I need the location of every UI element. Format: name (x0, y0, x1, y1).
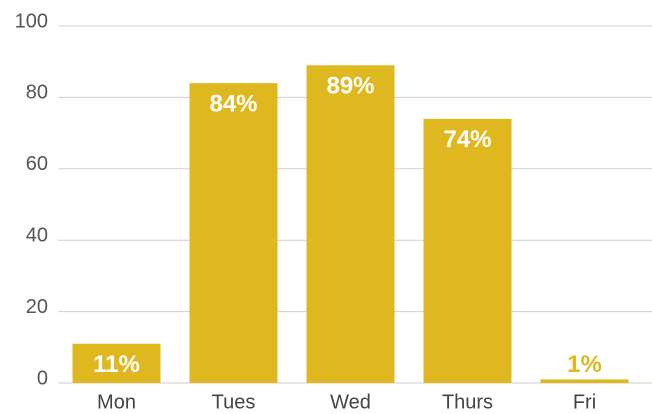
data-label: 74% (443, 126, 491, 153)
bar (306, 65, 395, 384)
y-tick-label: 20 (26, 296, 48, 318)
y-tick-label: 100 (15, 10, 48, 32)
data-label: 84% (209, 90, 257, 117)
bar (72, 343, 161, 383)
bar (189, 83, 278, 384)
x-tick-label: Mon (97, 391, 136, 413)
y-tick-label: 40 (26, 224, 48, 246)
bar (540, 379, 629, 383)
x-tick-label: Tues (212, 391, 256, 413)
x-tick-label: Wed (330, 391, 371, 413)
y-tick-label: 60 (26, 153, 48, 175)
x-tick-label: Thurs (442, 391, 493, 413)
data-label: 89% (326, 73, 374, 100)
bar (423, 118, 512, 383)
y-tick-label: 0 (37, 367, 48, 389)
x-tick-label: Fri (573, 391, 596, 413)
data-label: 1% (567, 351, 602, 378)
data-label: 11% (93, 351, 140, 378)
y-tick-label: 80 (26, 82, 48, 104)
